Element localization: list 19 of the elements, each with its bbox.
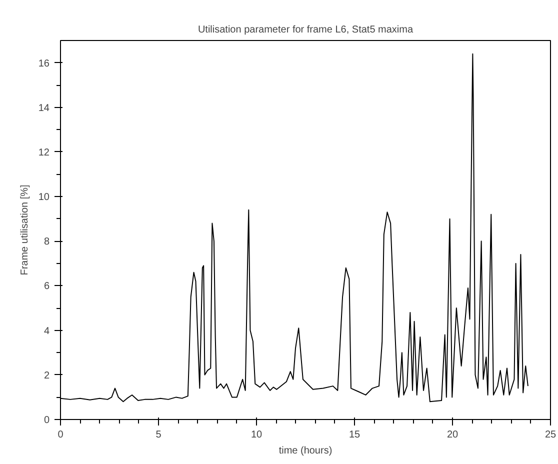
line-series — [60, 53, 528, 402]
y-tick-label: 12 — [38, 147, 50, 158]
y-tick-label: 16 — [38, 58, 50, 70]
y-tick-label: 6 — [44, 281, 50, 292]
y-tick-label: 4 — [44, 326, 50, 337]
x-tick-label: 20 — [446, 430, 458, 440]
x-tick-label: 5 — [156, 430, 162, 440]
y-tick-label: 10 — [38, 192, 50, 204]
y-tick-label: 2 — [44, 370, 50, 382]
x-tick-label: 0 — [58, 430, 64, 440]
y-tick-label: 14 — [38, 102, 50, 114]
y-axis-title: Frame utilisation [%] — [19, 184, 30, 276]
x-tick-label: 15 — [348, 430, 360, 440]
y-tick-label: 0 — [44, 415, 50, 426]
x-axis-title: time (hours) — [278, 446, 332, 456]
x-tick-label: 25 — [544, 430, 556, 440]
chart-title: Utilisation parameter for frame L6, Stat5 maxima — [198, 24, 414, 36]
y-tick-label: 8 — [44, 236, 50, 248]
x-tick-label: 10 — [250, 430, 262, 440]
